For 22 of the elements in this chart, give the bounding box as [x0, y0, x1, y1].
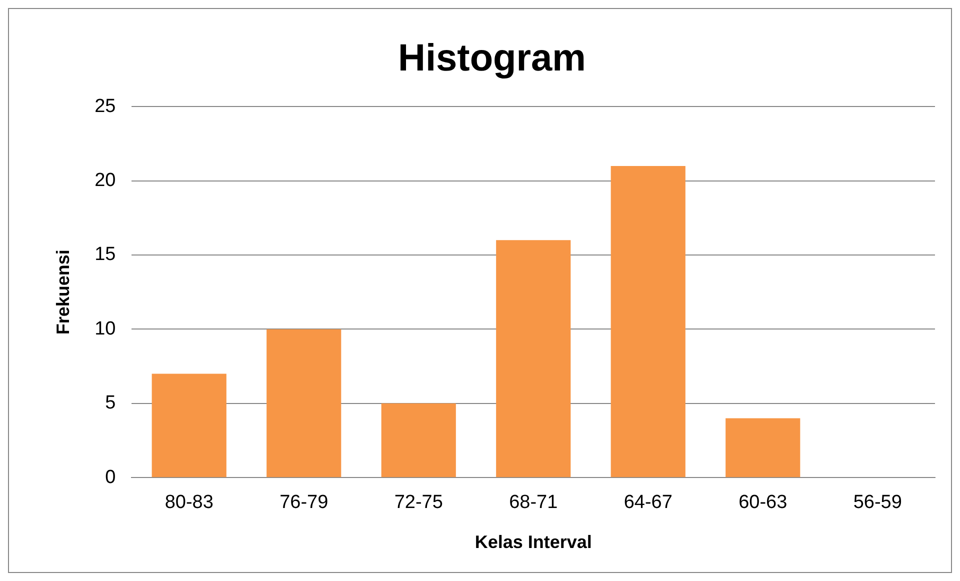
chart-title: Histogram [398, 37, 586, 80]
bar [381, 403, 456, 478]
y-tick-label: 20 [94, 170, 116, 192]
bar [610, 166, 686, 478]
bar [726, 418, 800, 478]
x-tick-label: 72-75 [394, 492, 443, 514]
x-tick-label: 64-67 [624, 492, 672, 514]
x-axis-title: Kelas Interval [474, 532, 592, 552]
y-axis-title: Frekuensi [52, 250, 73, 335]
x-tick-label: 68-71 [509, 492, 558, 514]
bar [266, 329, 342, 478]
x-tick-label: 80-83 [164, 492, 214, 514]
y-tick-label: 10 [94, 318, 116, 340]
y-tick-label: 25 [94, 96, 116, 117]
bar [496, 240, 571, 478]
x-tick-label: 60-63 [738, 492, 788, 514]
x-tick-label: 56-59 [853, 492, 902, 514]
y-tick-label: 15 [94, 244, 116, 266]
bar [152, 374, 226, 478]
y-tick-label: 5 [105, 392, 116, 414]
y-tick-label: 0 [105, 466, 116, 488]
x-tick-label: 76-79 [280, 492, 328, 514]
